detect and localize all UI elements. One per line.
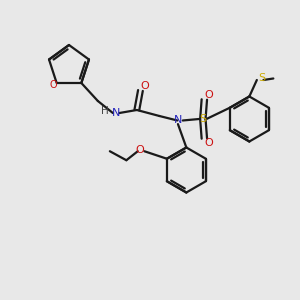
Text: O: O [141, 81, 149, 91]
Text: O: O [205, 138, 213, 148]
Text: N: N [112, 108, 121, 118]
Text: S: S [199, 114, 206, 124]
Text: O: O [205, 90, 213, 100]
Text: O: O [135, 145, 144, 155]
Text: O: O [49, 80, 57, 90]
Text: N: N [174, 115, 182, 125]
Text: H: H [101, 106, 109, 116]
Text: S: S [259, 74, 266, 83]
